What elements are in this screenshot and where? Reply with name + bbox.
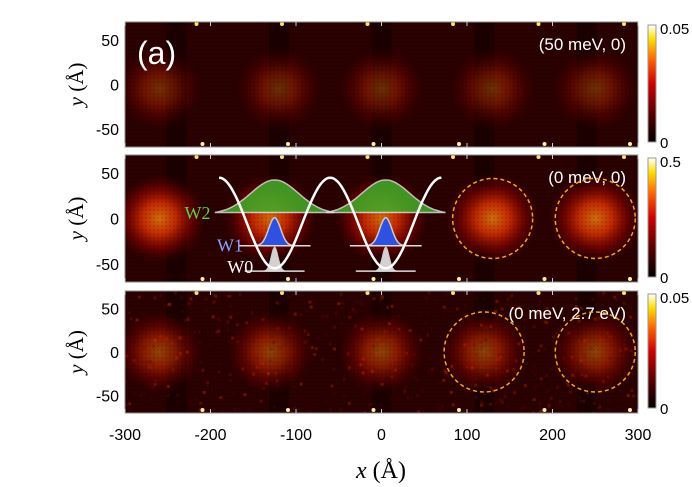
edge-spot xyxy=(280,22,284,26)
colorbar-max: 0.05 xyxy=(660,21,689,38)
edge-spot xyxy=(200,277,205,281)
edge-spot xyxy=(194,22,199,26)
heatmap-area xyxy=(125,22,692,147)
x-tick-label: 100 xyxy=(454,427,481,444)
edge-spot xyxy=(286,142,290,146)
y-tick-label: 0 xyxy=(110,212,119,229)
colorbar-min: 0 xyxy=(660,401,668,418)
well-label-w1: W1 xyxy=(217,236,243,256)
y-tick-label: -50 xyxy=(96,122,119,139)
colorbar xyxy=(647,24,657,143)
edge-spot xyxy=(622,155,626,159)
edge-spot xyxy=(622,22,626,26)
edge-spot xyxy=(280,155,284,159)
panel-annotation: (0 meV, 0) xyxy=(548,168,626,187)
edge-spot xyxy=(194,155,199,159)
edge-spot xyxy=(457,277,461,281)
edge-spot xyxy=(371,142,376,146)
x-tick-label: -300 xyxy=(109,427,141,444)
lattice-texture xyxy=(125,22,638,147)
panel-annotation: (0 meV, 2.7 eV) xyxy=(509,304,627,323)
edge-spot xyxy=(286,408,290,412)
edge-spot xyxy=(451,22,455,26)
colorbar-min: 0 xyxy=(660,270,668,287)
y-axis-label: y (Å) xyxy=(64,197,88,243)
edge-spot xyxy=(451,291,455,295)
y-axis-label: y (Å) xyxy=(64,330,88,376)
y-tick-label: 50 xyxy=(101,33,119,50)
edge-spot xyxy=(371,277,376,281)
colorbar-max: 0.5 xyxy=(660,154,681,171)
edge-spot xyxy=(365,291,370,295)
edge-spot xyxy=(628,408,632,412)
x-tick-label: 300 xyxy=(625,427,652,444)
y-tick-label: -50 xyxy=(96,257,119,274)
w2-wavefunction xyxy=(325,179,446,214)
dark-boundary xyxy=(679,155,692,282)
panel-annotation: (50 meV, 0) xyxy=(539,35,626,54)
y-tick-label: 0 xyxy=(110,78,119,95)
colorbar xyxy=(647,157,657,278)
y-tick-label: 50 xyxy=(101,301,119,318)
edge-spot xyxy=(451,155,455,159)
edge-spot xyxy=(457,142,461,146)
w2-wavefunction xyxy=(214,179,335,214)
edge-spot xyxy=(542,142,547,146)
edge-spot xyxy=(200,408,205,412)
dashed-circle xyxy=(554,177,636,260)
colorbar xyxy=(647,293,657,409)
x-axis-label: x (Å) xyxy=(355,458,406,484)
edge-spot xyxy=(536,22,541,26)
dark-boundary xyxy=(679,291,692,413)
edge-spot xyxy=(622,291,626,295)
edge-spot xyxy=(200,142,205,146)
lattice-texture xyxy=(125,291,638,413)
edge-spot xyxy=(371,408,376,412)
y-tick-label: 0 xyxy=(110,345,119,362)
x-tick-label: 200 xyxy=(539,427,566,444)
y-tick-label: -50 xyxy=(96,389,119,406)
panel-3: 50 0 -50 y (Å) (0 meV, 2.7 eV) 0.05 0 xyxy=(64,290,692,418)
well-label-w0: W0 xyxy=(227,257,253,277)
edge-spot xyxy=(628,277,632,281)
dashed-circle xyxy=(554,311,636,393)
heatmap-area xyxy=(125,291,692,413)
panel-label: (a) xyxy=(137,35,176,71)
colorbar-max: 0.05 xyxy=(660,290,689,307)
edge-spot xyxy=(280,291,284,295)
edge-spot xyxy=(365,22,370,26)
edge-spot xyxy=(628,142,632,146)
dashed-circle xyxy=(451,177,534,260)
potential-curve xyxy=(218,176,442,270)
edge-spot xyxy=(542,277,547,281)
edge-spot xyxy=(457,408,461,412)
edge-spot xyxy=(536,155,541,159)
y-tick-label: 50 xyxy=(101,166,119,183)
edge-spot xyxy=(286,277,290,281)
x-tick-label: -100 xyxy=(280,427,312,444)
x-tick-label: -200 xyxy=(194,427,226,444)
edge-spot xyxy=(542,408,547,412)
well-label-w2: W2 xyxy=(185,203,211,223)
colorbar-min: 0 xyxy=(660,135,668,152)
panel-1: 50 0 -50 y (Å) (50 meV, 0) (a) 0.05 0 xyxy=(64,21,692,152)
dark-boundary xyxy=(679,22,692,147)
edge-spot xyxy=(365,155,370,159)
dashed-circle xyxy=(443,311,525,393)
y-axis-label: y (Å) xyxy=(64,63,88,109)
edge-spot xyxy=(194,291,199,295)
edge-spot xyxy=(536,291,541,295)
x-tick-label: 0 xyxy=(377,427,386,444)
